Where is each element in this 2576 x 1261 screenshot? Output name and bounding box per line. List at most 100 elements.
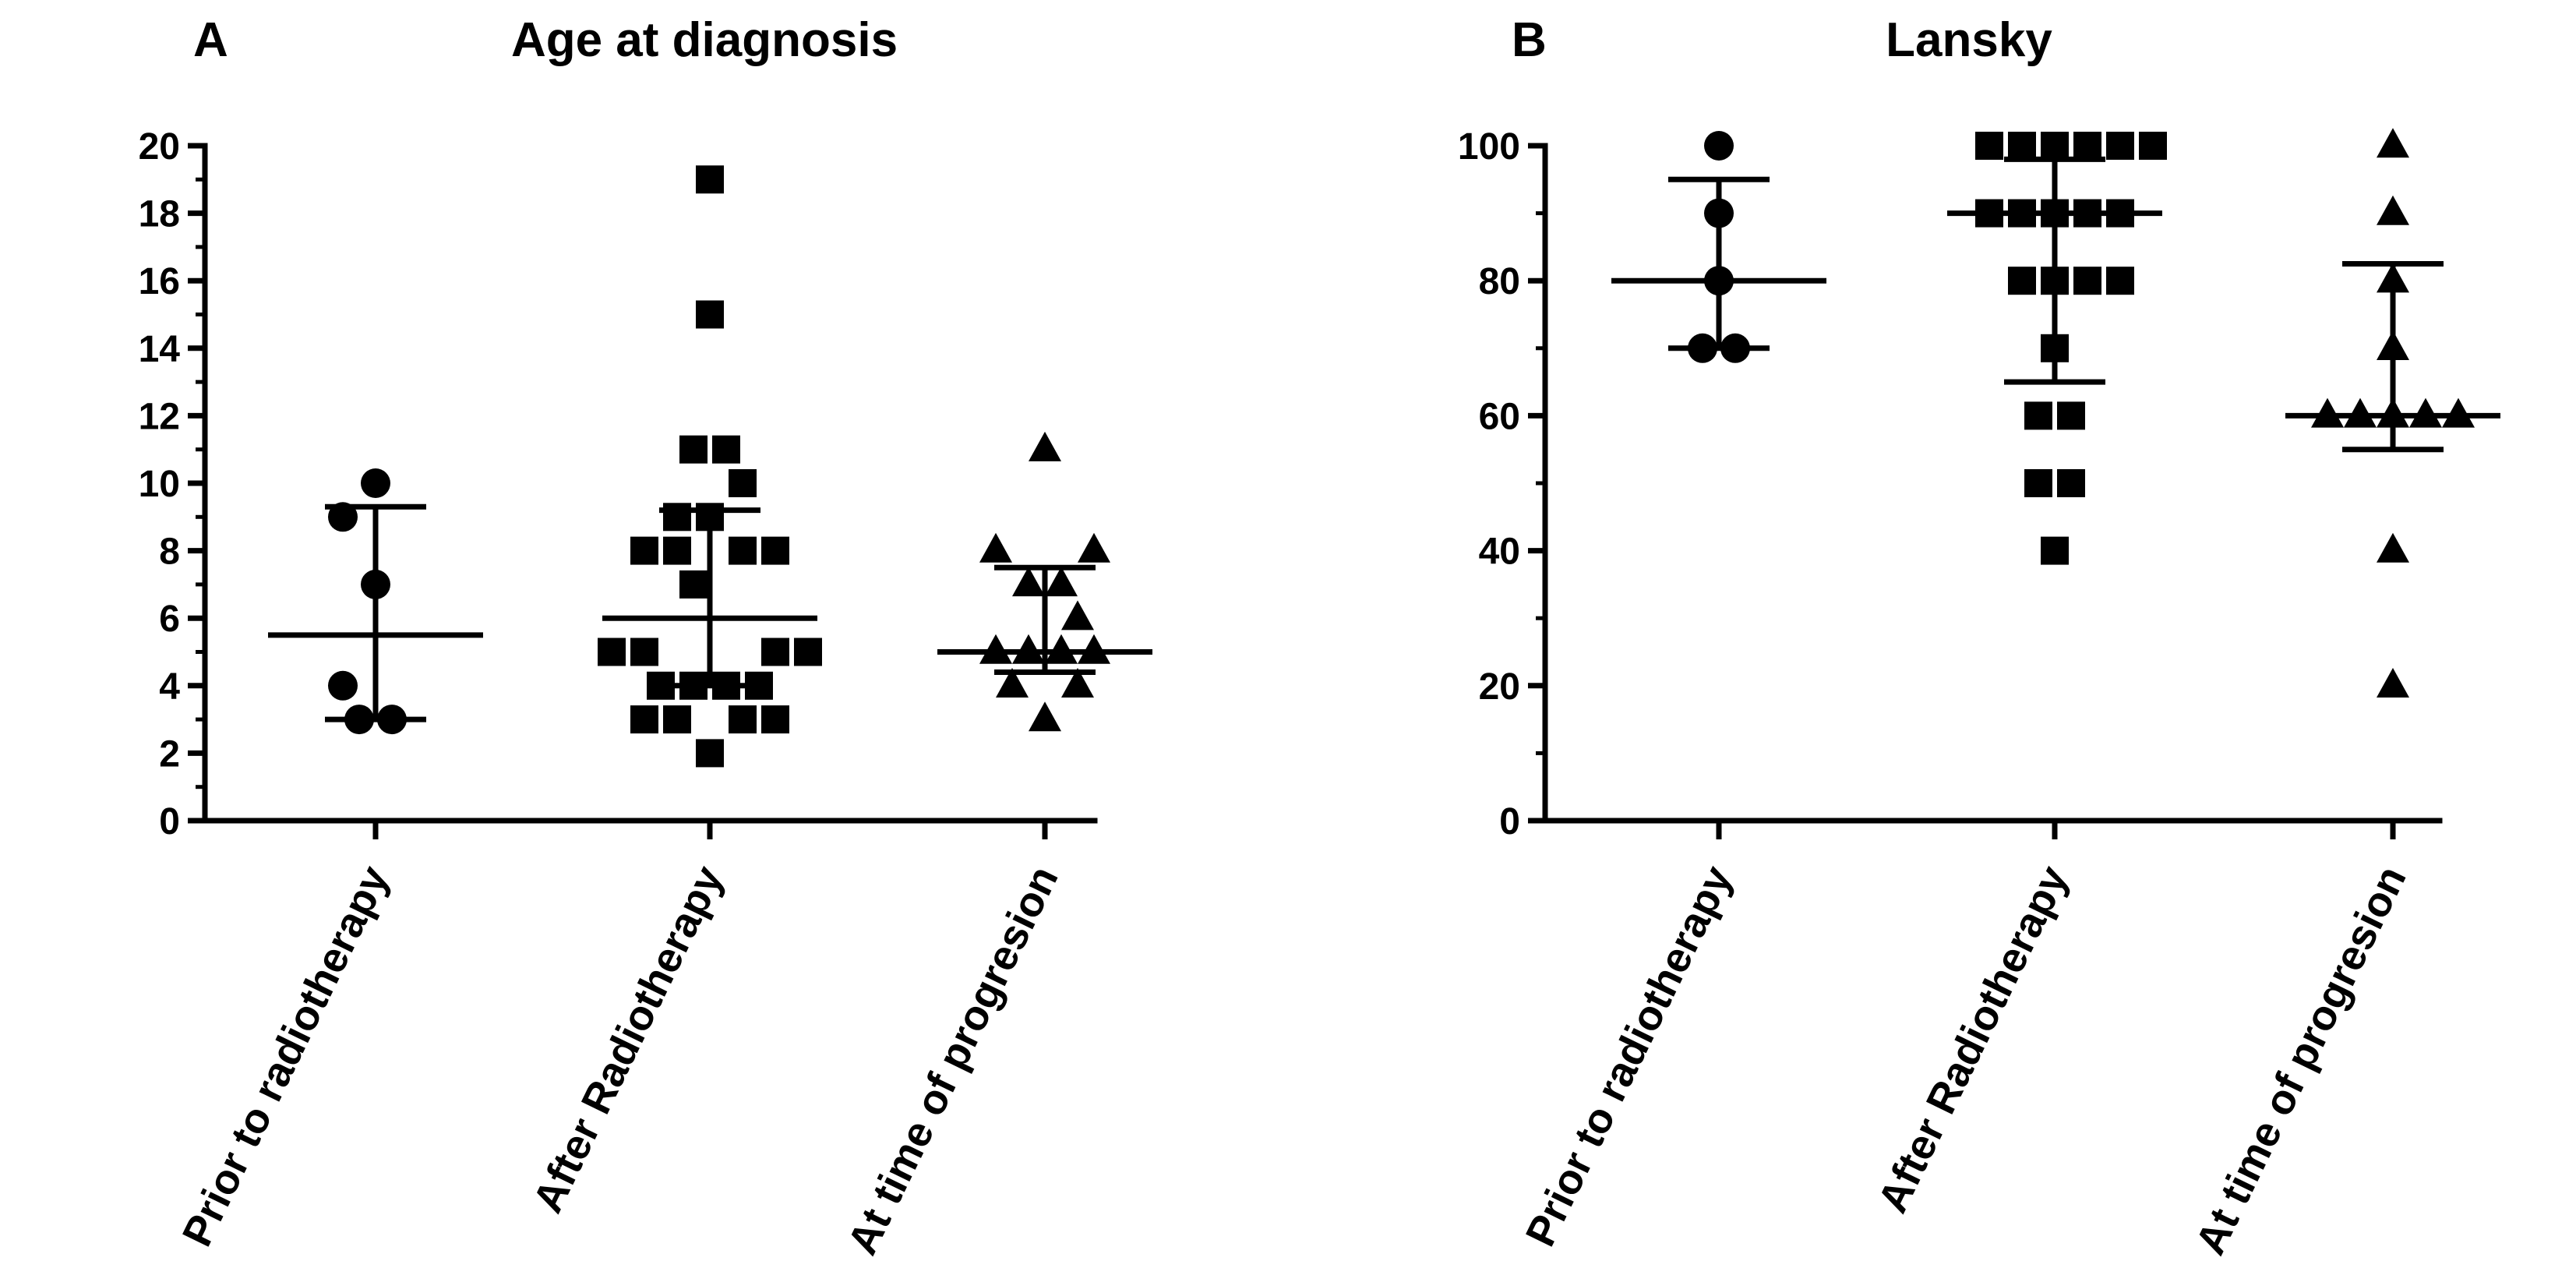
data-point [1029,431,1061,461]
data-point [361,569,390,599]
panel-b-series-3 [2285,128,2500,698]
data-point [2377,263,2409,293]
data-point [2041,334,2069,362]
panel-a-category-label: At time of progresion [839,859,1067,1261]
data-point [1045,634,1078,664]
data-point [729,536,757,565]
panel-a-y-tick-label: 10 [139,464,180,505]
data-point [2008,267,2036,295]
data-point [344,705,374,735]
data-point [979,532,1012,563]
data-point [1061,600,1094,630]
data-point [1704,198,1734,228]
data-point [696,300,724,329]
data-point [2377,397,2409,428]
data-point [2073,199,2101,228]
data-point [979,634,1012,664]
panel-a-y-tick-label: 4 [159,666,180,708]
data-point [729,469,757,497]
data-point [1012,567,1045,597]
data-point [2024,401,2052,430]
data-point [1688,333,1717,363]
panel-b-category-label: After Radiotherapy [1869,859,2077,1220]
data-point [761,536,789,565]
data-point [2073,267,2101,295]
data-point [598,638,626,666]
panel-a-y-tick-label: 12 [139,396,180,437]
data-point [2377,668,2409,698]
data-point [1078,634,1110,664]
data-point [794,638,822,666]
data-point [1704,131,1734,161]
panel-a-y-tick-label: 20 [139,126,180,168]
data-point [2041,199,2069,228]
panel-b-chart: B Lansky 0 20 40 60 80 100 Prior to radiothera… [1458,13,2500,1261]
panel-b-letter: B [1512,13,1547,67]
panel-b-title: Lansky [1886,13,2052,67]
data-point [328,502,358,532]
data-point [712,435,740,464]
data-point [2106,132,2134,160]
panel-b-y-tick-label: 80 [1479,261,1520,302]
data-point [663,503,691,532]
data-point [1975,132,2003,160]
data-point [663,705,691,734]
data-point [761,705,789,734]
data-point [647,671,675,700]
data-point [696,503,724,532]
panel-a-series-1 [268,468,483,735]
data-point [2041,267,2069,295]
data-point [696,165,724,194]
data-point [761,638,789,666]
panel-b-y-tick-label: 20 [1479,666,1520,708]
data-point [1012,634,1045,664]
data-point [2377,195,2409,225]
data-point [2311,397,2344,428]
data-point [2008,199,2036,228]
data-point [2008,132,2036,160]
panel-a-category-label: After Radiotherapy [524,859,732,1220]
data-point [2344,397,2377,428]
data-point [745,671,773,700]
panel-a-series-2 [598,165,822,768]
data-point [679,435,708,464]
data-point [2409,397,2442,428]
data-point [630,638,658,666]
panel-b-y-tick-label: 0 [1499,801,1520,842]
data-point [663,536,691,565]
data-point [2442,397,2475,428]
data-point [2377,330,2409,360]
data-point [1061,668,1094,698]
data-point [2073,132,2101,160]
panel-a-y-tick-label: 16 [139,261,180,302]
panel-b-y-tick-label: 40 [1479,532,1520,573]
panel-b-series-2 [1947,132,2167,565]
data-point [361,468,390,498]
panel-a-y-tick-label: 18 [139,194,180,235]
data-point [1078,532,1110,563]
data-point [2024,469,2052,497]
panel-b-series-1 [1611,131,1826,363]
data-point [2139,132,2167,160]
panel-a-chart: A Age at diagnosis 0 2 4 6 8 10 12 14 16 18 20 Prio… [139,13,1152,1261]
data-point [630,536,658,565]
data-point [2106,199,2134,228]
data-point [2041,132,2069,160]
panel-b-category-label: At time of progresion [2187,859,2415,1261]
data-point [2041,536,2069,565]
panel-b-y-tick-label: 100 [1458,126,1520,168]
data-point [2057,469,2085,497]
data-point [377,705,407,735]
panel-a-category-label: Prior to radiotherapy [174,859,398,1253]
data-point [679,671,708,700]
data-point [729,705,757,734]
panel-a-y-tick-label: 6 [159,599,180,640]
panel-a-y-tick-label: 2 [159,733,180,775]
panel-b-category-label: Prior to radiotherapy [1517,859,1741,1253]
data-point [328,670,358,701]
data-point [996,668,1029,698]
panel-b-y-tick-label: 60 [1479,396,1520,437]
panel-a-letter: A [193,13,228,67]
data-point [1975,199,2003,228]
